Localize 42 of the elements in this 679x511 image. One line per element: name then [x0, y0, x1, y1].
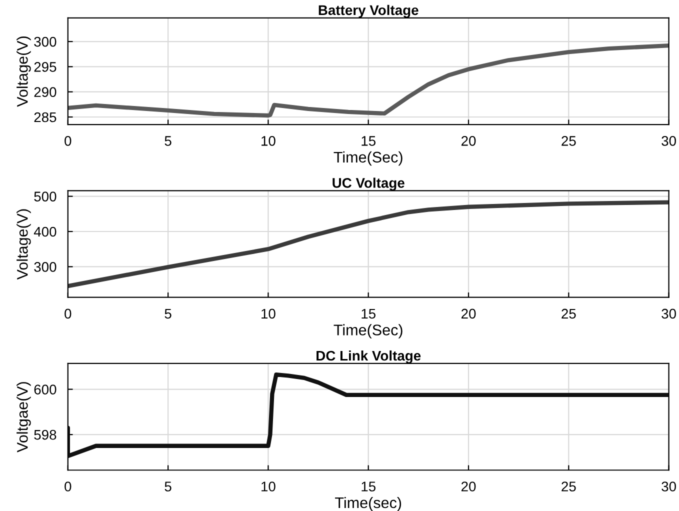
y-tick-label: 290: [34, 87, 56, 98]
x-tick-label: 5: [164, 136, 172, 146]
y-tick-label: 295: [34, 62, 56, 72]
x-tick-label: 20: [461, 308, 476, 319]
y-tick-label: 598: [34, 430, 56, 440]
y-axis-title: Voltgae(V): [16, 382, 31, 452]
x-axis-title: Time(sec): [335, 496, 402, 511]
y-axis-title: Voltage(V): [16, 36, 31, 107]
x-tick-label: 30: [662, 482, 676, 492]
x-tick-label: 30: [662, 308, 676, 319]
y-tick-label: 300: [34, 36, 56, 47]
x-tick-label: 15: [362, 482, 376, 492]
x-tick-label: 5: [164, 308, 172, 319]
x-tick-label: 25: [562, 308, 576, 319]
y-tick-label: 400: [34, 226, 56, 237]
chart-title: Battery Voltage: [318, 4, 418, 18]
x-axis-title: Time(Sec): [334, 151, 402, 166]
x-tick-label: 25: [562, 482, 576, 492]
x-tick-label: 10: [262, 482, 276, 492]
line-series: [68, 372, 669, 458]
chart-title: UC Voltage: [332, 178, 404, 191]
line-series: [68, 200, 669, 288]
x-tick-label: 10: [262, 308, 276, 319]
line-series: [68, 43, 669, 118]
y-axis-title: Voltage(V): [16, 209, 31, 280]
chart-title: DC Link Voltage: [316, 350, 421, 364]
x-tick-label: 0: [64, 308, 72, 319]
x-tick-label: 25: [562, 136, 576, 146]
x-tick-label: 5: [164, 482, 172, 492]
x-tick-label: 15: [362, 136, 376, 146]
x-axis-title: Time(Sec): [334, 324, 402, 338]
y-tick-label: 500: [34, 192, 56, 202]
x-tick-label: 20: [461, 136, 476, 146]
x-tick-label: 0: [64, 136, 72, 146]
x-tick-label: 30: [662, 136, 676, 146]
y-tick-label: 285: [34, 112, 56, 122]
x-tick-label: 15: [362, 308, 376, 319]
x-tick-label: 20: [461, 482, 476, 492]
y-tick-label: 300: [34, 262, 56, 272]
y-tick-label: 600: [34, 384, 56, 394]
x-tick-label: 10: [262, 136, 276, 146]
x-tick-label: 0: [64, 482, 72, 492]
